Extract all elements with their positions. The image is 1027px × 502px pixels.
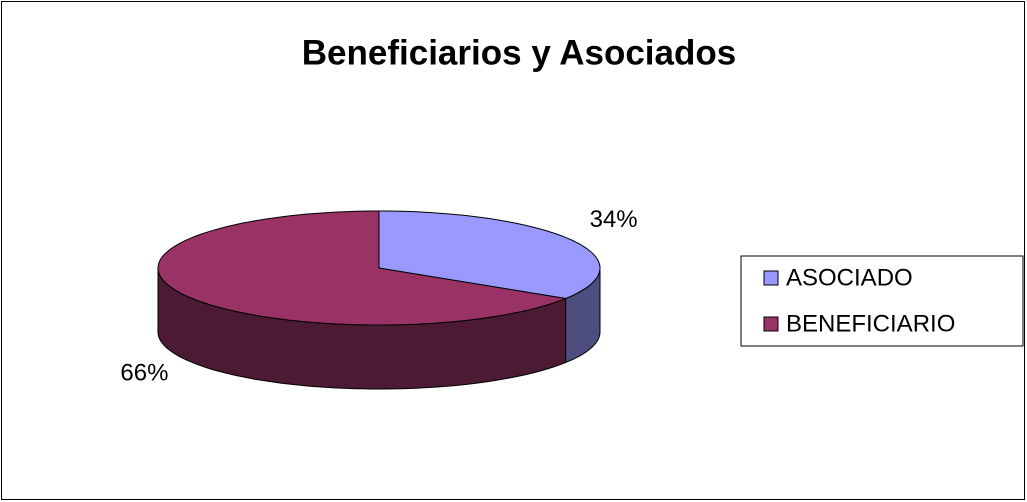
slice (157, 210, 568, 326)
chart-title: Beneficiarios y Asociados (302, 33, 736, 72)
data-label: 66% (120, 360, 168, 387)
legend-box (740, 255, 1024, 347)
legend-swatch (763, 270, 779, 286)
legend-swatch (763, 316, 779, 332)
legend-label: ASOCIADO (786, 264, 913, 291)
data-label: 34% (590, 206, 638, 233)
legend-label: BENEFICIARIO (786, 310, 955, 337)
